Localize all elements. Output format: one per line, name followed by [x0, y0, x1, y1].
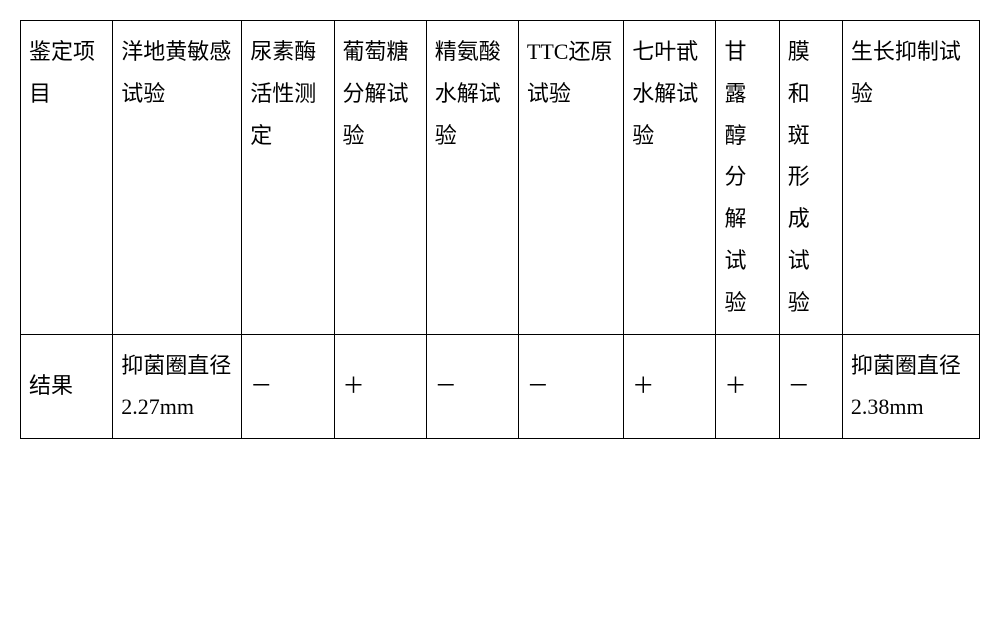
result-arginine: －: [426, 334, 518, 439]
header-ttc: TTC还原试验: [518, 21, 623, 335]
header-film: 膜和斑形成试验: [779, 21, 842, 335]
header-urease: 尿素酶活性测定: [242, 21, 334, 335]
result-ttc: －: [518, 334, 623, 439]
header-digitalis: 洋地黄敏感试验: [113, 21, 242, 335]
table-result-row: 结果 抑菌圈直径2.27mm － ＋ － － ＋ ＋ － 抑菌圈直径2.38mm: [21, 334, 980, 439]
result-digitalis: 抑菌圈直径2.27mm: [113, 334, 242, 439]
header-item: 鉴定项目: [21, 21, 113, 335]
result-film: －: [779, 334, 842, 439]
header-esculin: 七叶甙水解试验: [624, 21, 716, 335]
result-growth: 抑菌圈直径2.38mm: [842, 334, 979, 439]
header-glucose: 葡萄糖分解试验: [334, 21, 426, 335]
result-urease: －: [242, 334, 334, 439]
header-arginine: 精氨酸水解试验: [426, 21, 518, 335]
result-glucose: ＋: [334, 334, 426, 439]
header-mannitol: 甘露醇分解试验: [716, 21, 779, 335]
identification-table: 鉴定项目 洋地黄敏感试验 尿素酶活性测定 葡萄糖分解试验 精氨酸水解试验 TTC…: [20, 20, 980, 439]
result-esculin: ＋: [624, 334, 716, 439]
header-growth: 生长抑制试验: [842, 21, 979, 335]
result-mannitol: ＋: [716, 334, 779, 439]
result-label: 结果: [21, 334, 113, 439]
table-header-row: 鉴定项目 洋地黄敏感试验 尿素酶活性测定 葡萄糖分解试验 精氨酸水解试验 TTC…: [21, 21, 980, 335]
